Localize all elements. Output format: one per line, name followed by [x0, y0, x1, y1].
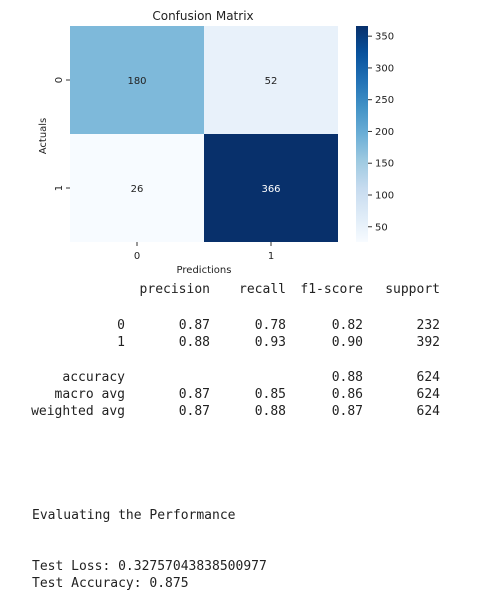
report-cell-f1: 0.86	[331, 387, 363, 402]
colorbar-tick-label: 50	[375, 222, 388, 233]
report-cell-f1: 0.88	[331, 370, 363, 385]
report-cell-precision: 0.88	[178, 335, 210, 350]
colorbar-tick-label: 100	[375, 190, 394, 201]
report-cell-support: 392	[416, 335, 440, 350]
report-cell-support: 624	[416, 404, 440, 419]
evaluation-heading: Evaluating the Performance	[32, 508, 236, 523]
x-tick-label: 0	[134, 251, 140, 262]
report-cell-label: accuracy	[62, 370, 125, 385]
x-axis-label: Predictions	[177, 265, 232, 276]
heatmap-cell-1-1	[204, 134, 338, 242]
cell-value-label-0-0: 180	[127, 76, 146, 87]
report-cell-label: 0	[117, 318, 125, 333]
report-cell-recall: 0.78	[254, 318, 286, 333]
report-cell-label: weighted avg	[31, 404, 125, 419]
heatmap-cell-1-0	[70, 134, 204, 242]
cell-value-label-0-1: 52	[265, 76, 278, 87]
header-f1-score: f1-score	[300, 282, 363, 297]
report-cell-label: macro avg	[54, 387, 125, 402]
classification-report: precision recall f1-score support 0 0.87 0…	[0, 278, 480, 428]
heatmap-axes: 0 1 0 1	[54, 77, 274, 262]
test-loss-line: Test Loss: 0.32757043838500977	[32, 559, 267, 574]
report-cell-f1: 0.82	[331, 318, 363, 333]
report-cell-support: 624	[416, 387, 440, 402]
colorbar-tick-label: 300	[375, 63, 394, 74]
header-support: support	[385, 282, 440, 297]
chart-title: Confusion Matrix	[152, 9, 253, 23]
report-cell-support: 232	[416, 318, 440, 333]
report-cell-support: 624	[416, 370, 440, 385]
y-tick-label: 0	[54, 77, 65, 83]
colorbar-tick-label: 200	[375, 127, 394, 138]
header-precision: precision	[139, 282, 210, 297]
heatmap-cell-0-1	[204, 26, 338, 134]
y-axis-label: Actuals	[38, 118, 49, 155]
test-accuracy-line: Test Accuracy: 0.875	[32, 576, 189, 591]
report-cell-label: 1	[117, 335, 125, 350]
report-cell-precision: 0.87	[178, 318, 210, 333]
x-tick-label: 1	[268, 251, 274, 262]
report-cell-recall: 0.88	[254, 404, 286, 419]
cell-value-label-1-0: 26	[131, 184, 144, 195]
report-cell-f1: 0.87	[331, 404, 363, 419]
report-cell-precision: 0.87	[178, 387, 210, 402]
heatmap-cells: 180 52 26 366	[70, 26, 338, 242]
report-cell-recall: 0.93	[254, 335, 286, 350]
colorbar	[356, 26, 368, 242]
report-cell-recall: 0.85	[254, 387, 286, 402]
colorbar-tick-label: 250	[375, 95, 394, 106]
heatmap-cell-0-0	[70, 26, 204, 134]
colorbar-ticks: 50 100 150 200 250 300 350	[368, 32, 394, 233]
colorbar-tick-label: 350	[375, 32, 394, 43]
colorbar-tick-label: 150	[375, 159, 394, 170]
cell-value-label-1-1: 366	[261, 184, 280, 195]
y-tick-label: 1	[54, 185, 65, 191]
confusion-matrix-chart: Confusion Matrix 180 52 26 366 0 1 0 1 Predict…	[38, 9, 394, 276]
report-cell-f1: 0.90	[331, 335, 363, 350]
report-cell-precision: 0.87	[178, 404, 210, 419]
header-recall: recall	[239, 282, 286, 297]
